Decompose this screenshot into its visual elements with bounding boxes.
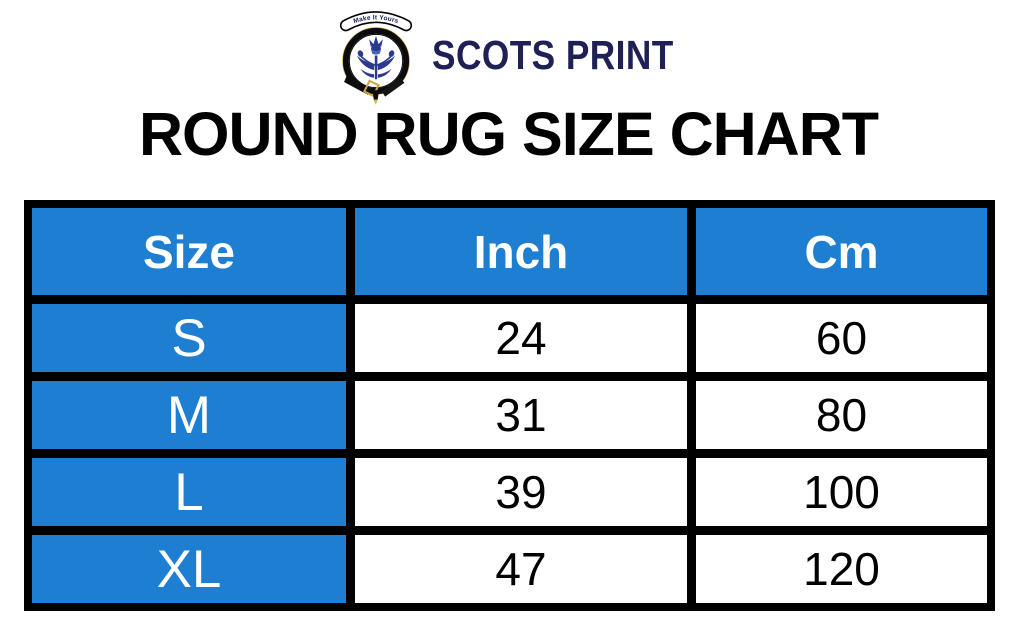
inch-cell-s: 24 — [355, 304, 687, 372]
crest-motto-text: Make It Yours — [352, 14, 399, 25]
inch-cell-m: 31 — [355, 381, 687, 449]
table-header-inch: Inch — [355, 208, 687, 295]
size-cell-s: S — [32, 304, 346, 372]
crest-belt-strap — [343, 75, 404, 105]
size-cell-xl: XL — [32, 535, 346, 603]
table-header-cm: Cm — [696, 208, 987, 295]
cm-cell-s: 60 — [696, 304, 987, 372]
crest-motto-banner: Make It Yours — [339, 10, 412, 31]
cm-cell-m: 80 — [696, 381, 987, 449]
cm-cell-xl: 120 — [696, 535, 987, 603]
inch-cell-xl: 47 — [355, 535, 687, 603]
scots-print-crest-icon: Make It Yours — [339, 10, 412, 105]
cm-cell-l: 100 — [696, 458, 987, 526]
size-chart-table: Size Inch Cm S 24 60 M 31 80 L 39 100 XL… — [24, 200, 995, 611]
brand-name: SCOTS PRINT — [431, 31, 674, 78]
inch-cell-l: 39 — [355, 458, 687, 526]
page-title: ROUND RUG SIZE CHART — [138, 100, 879, 168]
thistle-icon — [356, 35, 395, 79]
brand-name-wrap: SCOTS PRINT — [432, 32, 684, 79]
size-cell-l: L — [32, 458, 346, 526]
size-cell-m: M — [32, 381, 346, 449]
svg-text:Make It Yours: Make It Yours — [352, 14, 399, 25]
table-header-size: Size — [32, 208, 346, 295]
brand-logo: Make It Yours — [0, 6, 1017, 105]
